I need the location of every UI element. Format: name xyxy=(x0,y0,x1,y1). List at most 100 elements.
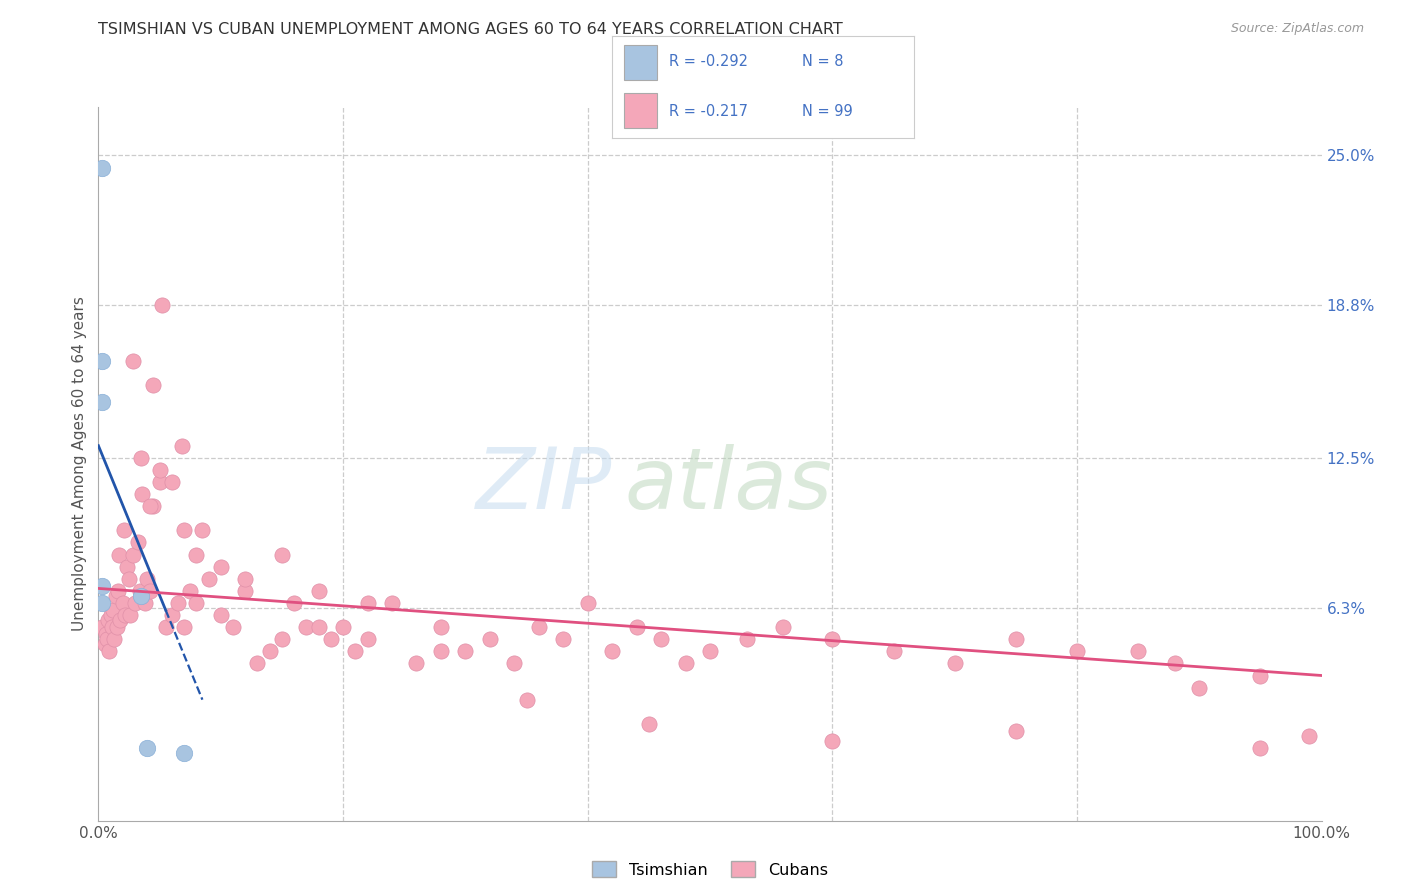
Point xyxy=(283,596,305,610)
Point xyxy=(110,613,132,627)
Legend: Tsimshian, Cubans: Tsimshian, Cubans xyxy=(585,855,835,884)
Point xyxy=(160,607,183,622)
Point xyxy=(454,644,477,658)
Point xyxy=(1298,729,1320,743)
Point xyxy=(883,644,905,658)
Point xyxy=(127,535,149,549)
Point xyxy=(1250,741,1272,756)
Point xyxy=(167,596,190,610)
Point xyxy=(134,596,156,610)
Point xyxy=(270,632,294,647)
Text: N = 99: N = 99 xyxy=(801,103,853,119)
Point xyxy=(129,450,152,465)
Point xyxy=(405,657,427,671)
Point xyxy=(356,596,378,610)
Point xyxy=(139,499,162,513)
Point xyxy=(430,620,453,634)
Point xyxy=(103,632,125,647)
Point xyxy=(209,607,232,622)
Point xyxy=(96,632,118,647)
Point xyxy=(553,632,575,647)
Point xyxy=(136,741,159,756)
Point xyxy=(821,632,844,647)
Point xyxy=(233,572,256,586)
Point xyxy=(209,559,232,574)
Point xyxy=(699,644,721,658)
Point xyxy=(1066,644,1088,658)
Point xyxy=(142,378,165,392)
Point xyxy=(91,596,114,610)
FancyBboxPatch shape xyxy=(624,45,657,79)
Point xyxy=(100,607,122,622)
Point xyxy=(821,734,844,748)
Point xyxy=(527,620,550,634)
Point xyxy=(319,632,342,647)
Y-axis label: Unemployment Among Ages 60 to 64 years: Unemployment Among Ages 60 to 64 years xyxy=(72,296,87,632)
Point xyxy=(150,298,173,312)
FancyBboxPatch shape xyxy=(624,93,657,128)
Point xyxy=(1128,644,1150,658)
Text: TSIMSHIAN VS CUBAN UNEMPLOYMENT AMONG AGES 60 TO 64 YEARS CORRELATION CHART: TSIMSHIAN VS CUBAN UNEMPLOYMENT AMONG AG… xyxy=(98,22,844,37)
Point xyxy=(101,603,124,617)
Point xyxy=(173,524,195,538)
Point xyxy=(332,620,354,634)
Point xyxy=(186,596,208,610)
Point xyxy=(91,354,114,368)
Point xyxy=(381,596,404,610)
Point xyxy=(259,644,281,658)
Point xyxy=(94,627,117,641)
Point xyxy=(149,475,172,489)
Point xyxy=(139,583,162,598)
Point xyxy=(112,524,135,538)
Point xyxy=(503,657,526,671)
Point xyxy=(173,620,195,634)
Point xyxy=(576,596,599,610)
Point xyxy=(344,644,367,658)
Point xyxy=(1164,657,1187,671)
Point xyxy=(179,583,201,598)
Point xyxy=(129,589,152,603)
Point xyxy=(93,637,115,651)
Point xyxy=(626,620,648,634)
Point xyxy=(104,589,127,603)
Point xyxy=(111,596,134,610)
Point xyxy=(114,607,136,622)
Point xyxy=(105,620,128,634)
Point xyxy=(943,657,966,671)
Point xyxy=(129,583,152,598)
Text: R = -0.217: R = -0.217 xyxy=(669,103,748,119)
Point xyxy=(356,632,378,647)
Point xyxy=(430,644,453,658)
Point xyxy=(120,607,142,622)
Point xyxy=(735,632,758,647)
Point xyxy=(107,583,129,598)
Point xyxy=(124,596,146,610)
Point xyxy=(91,579,114,593)
Point xyxy=(295,620,318,634)
Point xyxy=(478,632,501,647)
Point xyxy=(675,657,697,671)
Point xyxy=(98,644,121,658)
Point xyxy=(118,572,141,586)
Point xyxy=(1004,632,1026,647)
Point xyxy=(173,746,195,760)
Point xyxy=(191,524,214,538)
Point xyxy=(246,657,269,671)
Point xyxy=(308,583,330,598)
Point xyxy=(772,620,794,634)
Point xyxy=(600,644,623,658)
Point xyxy=(91,395,114,409)
Point xyxy=(142,499,165,513)
Point xyxy=(270,548,294,562)
Point xyxy=(1004,724,1026,739)
Text: atlas: atlas xyxy=(624,443,832,527)
Point xyxy=(308,620,330,634)
Point xyxy=(91,620,114,634)
Text: Source: ZipAtlas.com: Source: ZipAtlas.com xyxy=(1230,22,1364,36)
Point xyxy=(149,463,172,477)
Point xyxy=(186,548,208,562)
Point xyxy=(197,572,219,586)
Point xyxy=(1188,681,1211,695)
Point xyxy=(97,613,120,627)
Text: R = -0.292: R = -0.292 xyxy=(669,54,748,70)
